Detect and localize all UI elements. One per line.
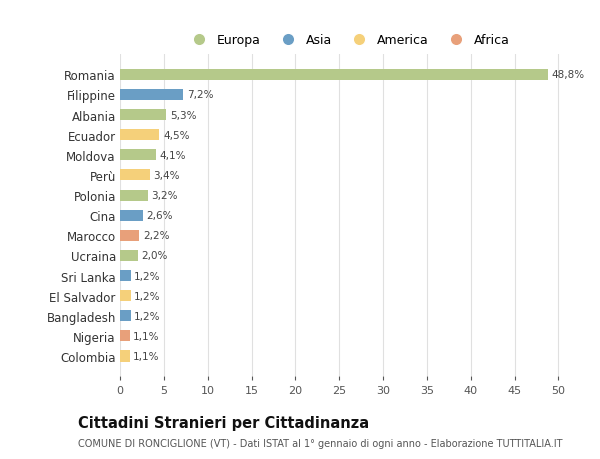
Text: 2,2%: 2,2% [143, 231, 169, 241]
Text: 1,1%: 1,1% [133, 331, 160, 341]
Bar [120, 291, 131, 302]
Text: 2,6%: 2,6% [146, 211, 173, 221]
Bar [120, 210, 143, 221]
Bar [120, 90, 183, 101]
Text: 1,1%: 1,1% [133, 351, 160, 361]
Text: 1,2%: 1,2% [134, 291, 161, 301]
Text: 48,8%: 48,8% [551, 70, 584, 80]
Text: Cittadini Stranieri per Cittadinanza: Cittadini Stranieri per Cittadinanza [78, 415, 369, 431]
Bar [120, 230, 139, 241]
Bar [120, 150, 156, 161]
Bar [120, 170, 150, 181]
Text: COMUNE DI RONCIGLIONE (VT) - Dati ISTAT al 1° gennaio di ogni anno - Elaborazion: COMUNE DI RONCIGLIONE (VT) - Dati ISTAT … [78, 438, 563, 448]
Text: 4,1%: 4,1% [160, 151, 186, 161]
Bar [120, 110, 166, 121]
Text: 3,4%: 3,4% [154, 171, 180, 180]
Text: 5,3%: 5,3% [170, 110, 196, 120]
Bar [120, 330, 130, 341]
Text: 4,5%: 4,5% [163, 130, 190, 140]
Text: 3,2%: 3,2% [152, 190, 178, 201]
Bar [120, 351, 130, 362]
Text: 7,2%: 7,2% [187, 90, 213, 100]
Text: 1,2%: 1,2% [134, 271, 161, 281]
Bar [120, 250, 137, 262]
Bar [120, 311, 131, 322]
Legend: Europa, Asia, America, Africa: Europa, Asia, America, Africa [182, 29, 514, 52]
Bar [120, 190, 148, 201]
Bar [120, 270, 131, 281]
Text: 2,0%: 2,0% [141, 251, 167, 261]
Bar [120, 130, 160, 141]
Text: 1,2%: 1,2% [134, 311, 161, 321]
Bar [120, 70, 548, 81]
